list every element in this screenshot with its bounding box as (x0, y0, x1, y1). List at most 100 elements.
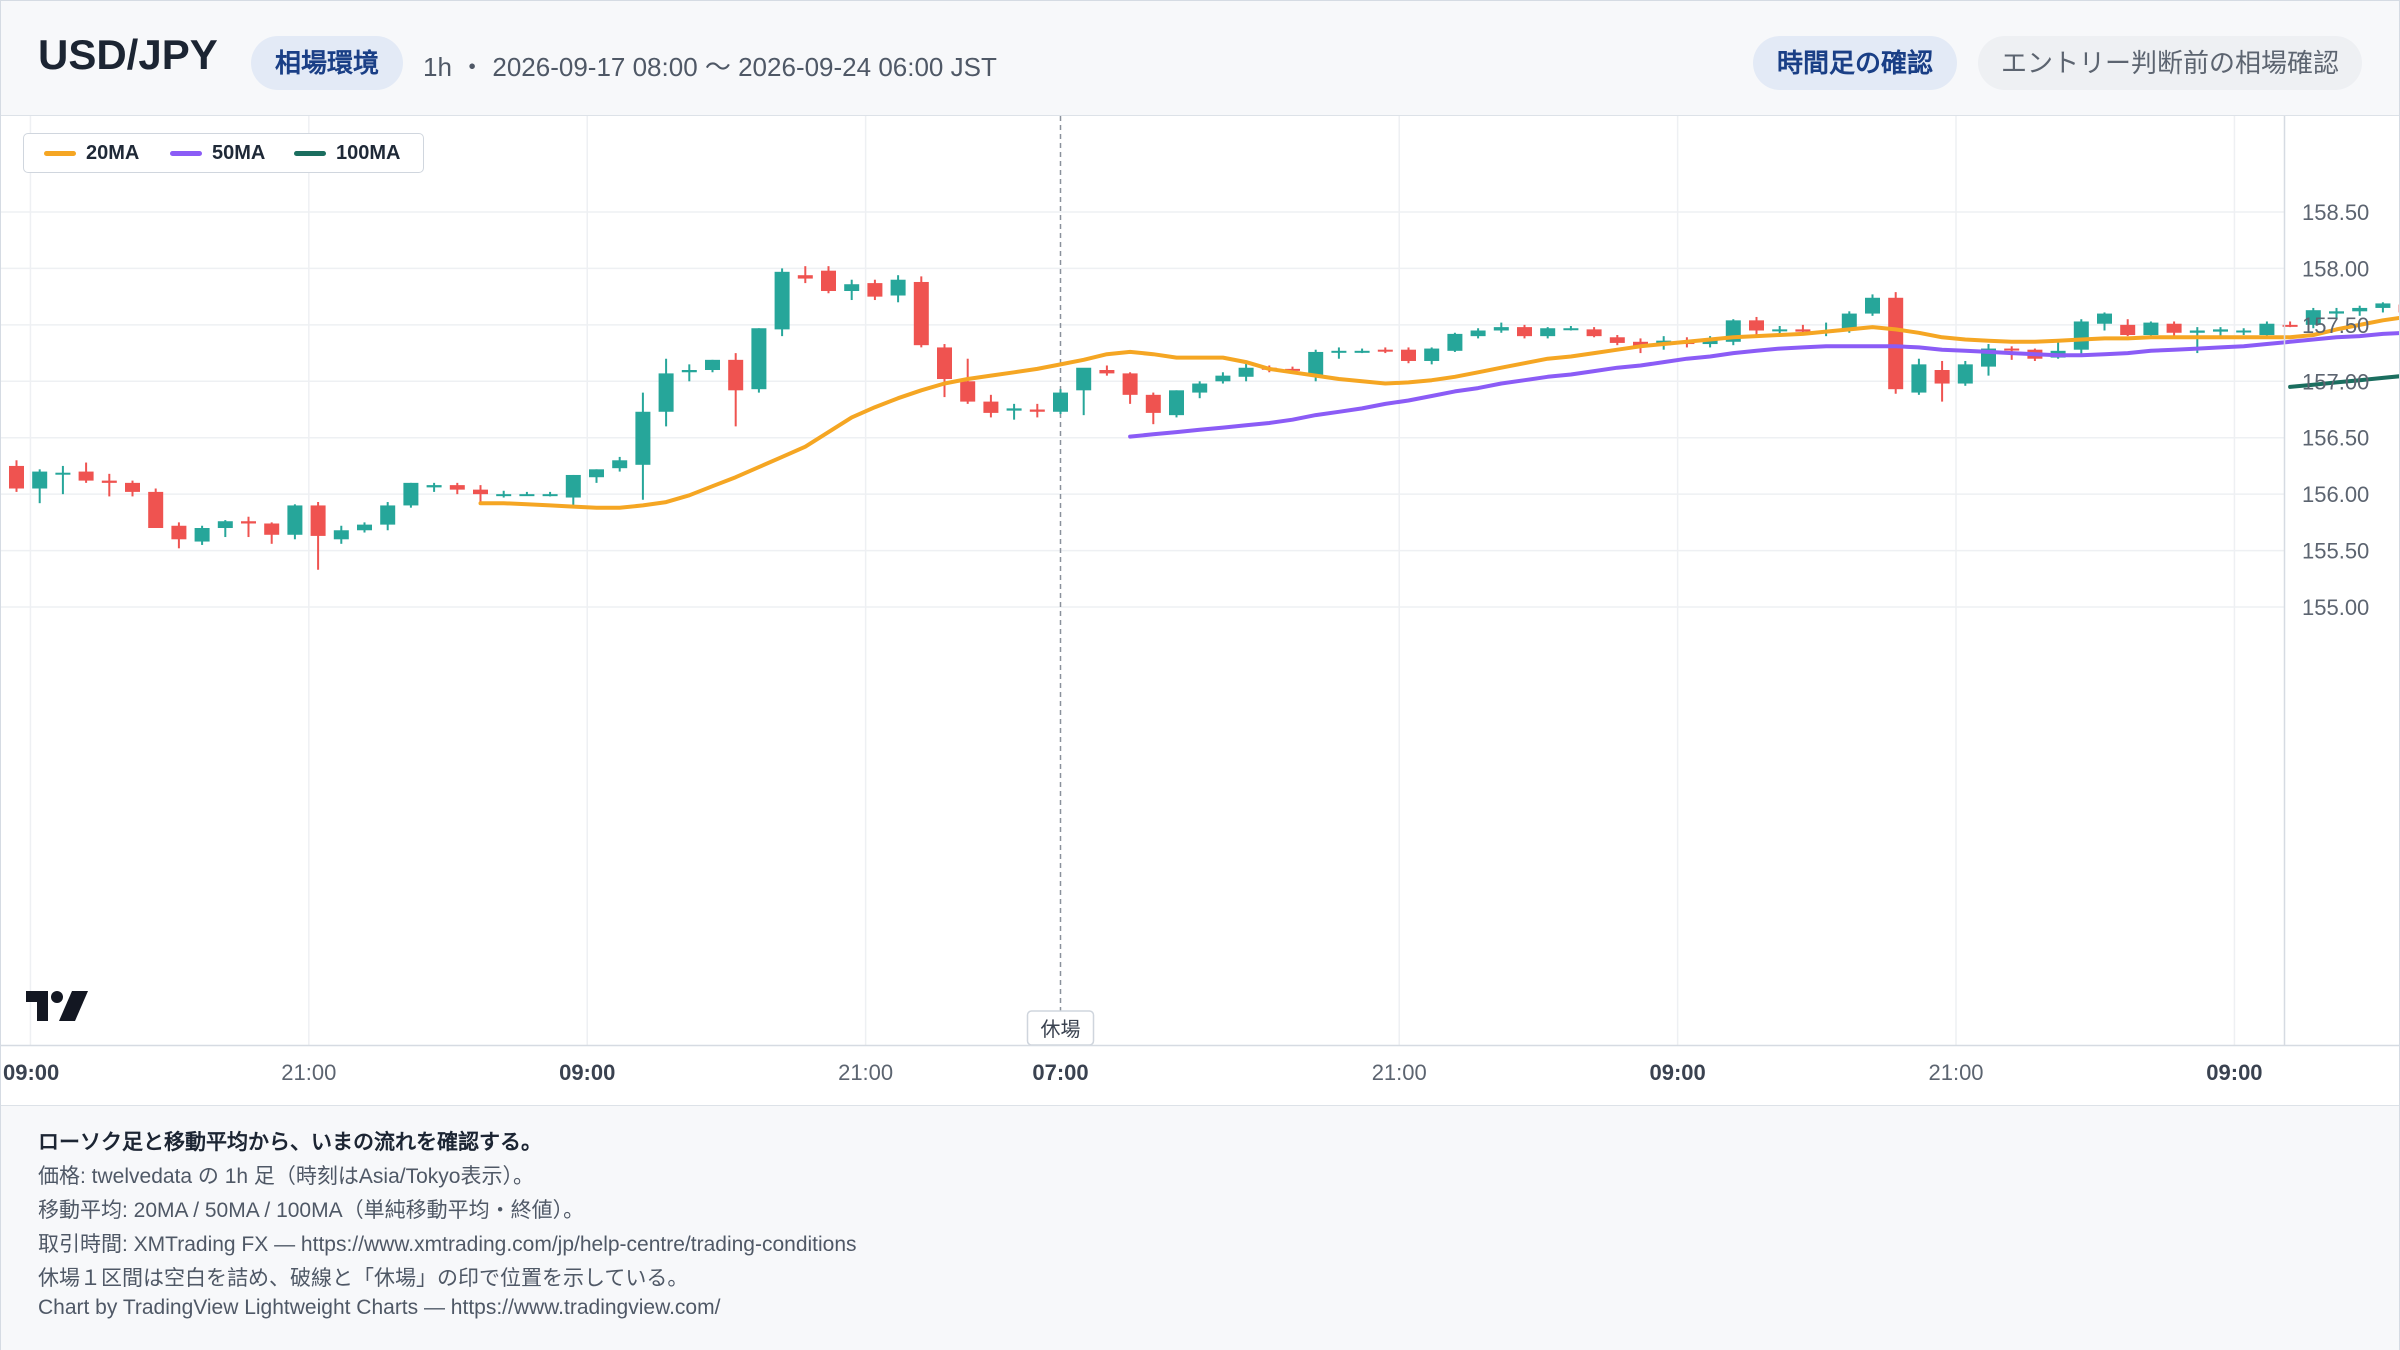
candle (2073, 319, 2089, 355)
candle (1076, 367, 1092, 416)
candle (2375, 302, 2391, 313)
candle (1540, 327, 1556, 339)
candle (9, 460, 24, 492)
candle-body (1192, 383, 1208, 393)
y-axis: 155.00 155.50 156.00 156.50 157.00 157.50 158.… (2302, 200, 2369, 620)
y-tick-label: 155.00 (2302, 595, 2369, 620)
candle (2120, 319, 2136, 337)
candle-body (241, 521, 256, 524)
x-tick-label: 09:00 (2206, 1060, 2262, 1085)
candle-body (2120, 324, 2136, 336)
candle (2352, 305, 2368, 316)
candle-body (821, 270, 836, 292)
candle (2213, 327, 2228, 337)
candle-body (1934, 370, 1950, 384)
candle (1169, 390, 1184, 418)
candle (426, 482, 442, 492)
footer-price-source: 価格: twelvedata の 1h 足（時刻はAsia/Tokyo表示）。 (38, 1165, 534, 1188)
candle-body (844, 284, 860, 292)
candle-body (728, 359, 744, 391)
candle (1749, 316, 1764, 336)
symbol-title: USD/JPY (38, 31, 218, 78)
footer-trading-hours: 取引時間: XMTrading FX — https://www.xmtradi… (38, 1233, 857, 1256)
market-break-marker: 休場 (1026, 116, 1095, 1046)
candle-body (1540, 328, 1556, 337)
candle-body (2329, 311, 2344, 314)
candle (1609, 335, 1625, 346)
candle-body (2305, 310, 2321, 325)
candle (728, 353, 744, 427)
candle-body (1563, 328, 1579, 331)
candle (1493, 322, 1509, 333)
candle-body (1772, 329, 1788, 332)
timeframe-check-button[interactable]: 時間足の確認 (1753, 36, 1957, 90)
candle-body (2213, 329, 2228, 332)
candle-body (9, 465, 24, 489)
footer-notes: ローソク足と移動平均から、いまの流れを確認する。 価格: twelvedata … (1, 1105, 2399, 1350)
candle-body (1795, 329, 1811, 332)
candle-body (171, 525, 187, 540)
candle (1006, 403, 1022, 420)
x-tick-label: 09:00 (3, 1060, 59, 1085)
tradingview-logo-icon[interactable] (26, 991, 88, 1021)
y-tick-label: 157.00 (2302, 369, 2369, 394)
candle (1331, 347, 1347, 359)
candle (2166, 321, 2182, 337)
candle-body (797, 275, 813, 279)
candle (496, 490, 512, 498)
candle (1238, 362, 1254, 382)
break-label: 休場 (1041, 1017, 1081, 1041)
candle (171, 522, 187, 549)
candle (1911, 358, 1927, 395)
candle (2282, 321, 2298, 328)
candle (1586, 327, 1602, 338)
timeframe-range-text: 1h ・ 2026-09-17 08:00 〜 2026-09-24 06:00… (423, 52, 997, 82)
candle-body (658, 373, 674, 412)
candle (1934, 360, 1950, 402)
candle-body (310, 505, 326, 536)
candle-body (1053, 392, 1068, 412)
candle-body (357, 524, 372, 531)
candle-body (2073, 321, 2089, 350)
candle-body (983, 401, 999, 413)
legend-label-ma50: 50MA (212, 142, 266, 164)
candle (867, 279, 883, 301)
candle-body (1865, 297, 1880, 314)
legend-item-ma20: 20MA (44, 134, 139, 172)
candle-body (867, 283, 883, 297)
candle (241, 516, 256, 538)
y-tick-label: 157.50 (2302, 313, 2369, 338)
candle (960, 358, 976, 404)
candle-body (1493, 327, 1509, 331)
legend-swatch-ma20 (44, 151, 76, 157)
candle-body (1702, 339, 1718, 345)
candle-body (1169, 390, 1184, 416)
candle (658, 358, 674, 427)
legend-label-ma20: 20MA (86, 142, 140, 164)
price-chart[interactable]: 休場 155.00155.50156.00156.50157.00157.501… (1, 116, 2399, 1105)
candle (2097, 312, 2112, 331)
legend-label-ma100: 100MA (336, 142, 401, 164)
candle-body (1470, 330, 1486, 337)
ma-legend: 20MA 50MA 100MA (23, 133, 424, 173)
candle-body (1911, 364, 1927, 393)
candle (681, 364, 697, 382)
candle-body (1377, 349, 1393, 352)
candle-body (1308, 351, 1324, 376)
x-tick-label: 09:00 (559, 1060, 615, 1085)
candle-body (287, 505, 303, 535)
candle-body (565, 474, 581, 498)
pre-entry-check-button[interactable]: エントリー判断前の相場確認 (1978, 36, 2362, 90)
candle (473, 485, 488, 503)
x-tick-label: 07:00 (1032, 1060, 1088, 1085)
candle-body (148, 491, 164, 529)
candle (1424, 347, 1440, 365)
candle (821, 266, 836, 294)
candle (542, 491, 558, 497)
candle-body (1957, 364, 1973, 384)
candle-body (264, 523, 280, 535)
candle-body (55, 472, 71, 475)
candle-body (403, 482, 419, 506)
candle (1215, 372, 1231, 384)
